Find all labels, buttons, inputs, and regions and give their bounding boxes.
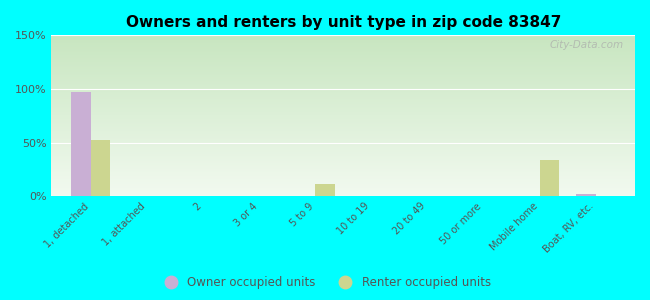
- Bar: [576, 194, 596, 196]
- Bar: [91, 140, 111, 196]
- Title: Owners and renters by unit type in zip code 83847: Owners and renters by unit type in zip c…: [125, 15, 561, 30]
- Bar: [71, 92, 91, 196]
- Legend: Owner occupied units, Renter occupied units: Owner occupied units, Renter occupied un…: [154, 272, 496, 294]
- Bar: [540, 160, 559, 196]
- Bar: [315, 184, 335, 196]
- Text: City-Data.com: City-Data.com: [549, 40, 623, 50]
